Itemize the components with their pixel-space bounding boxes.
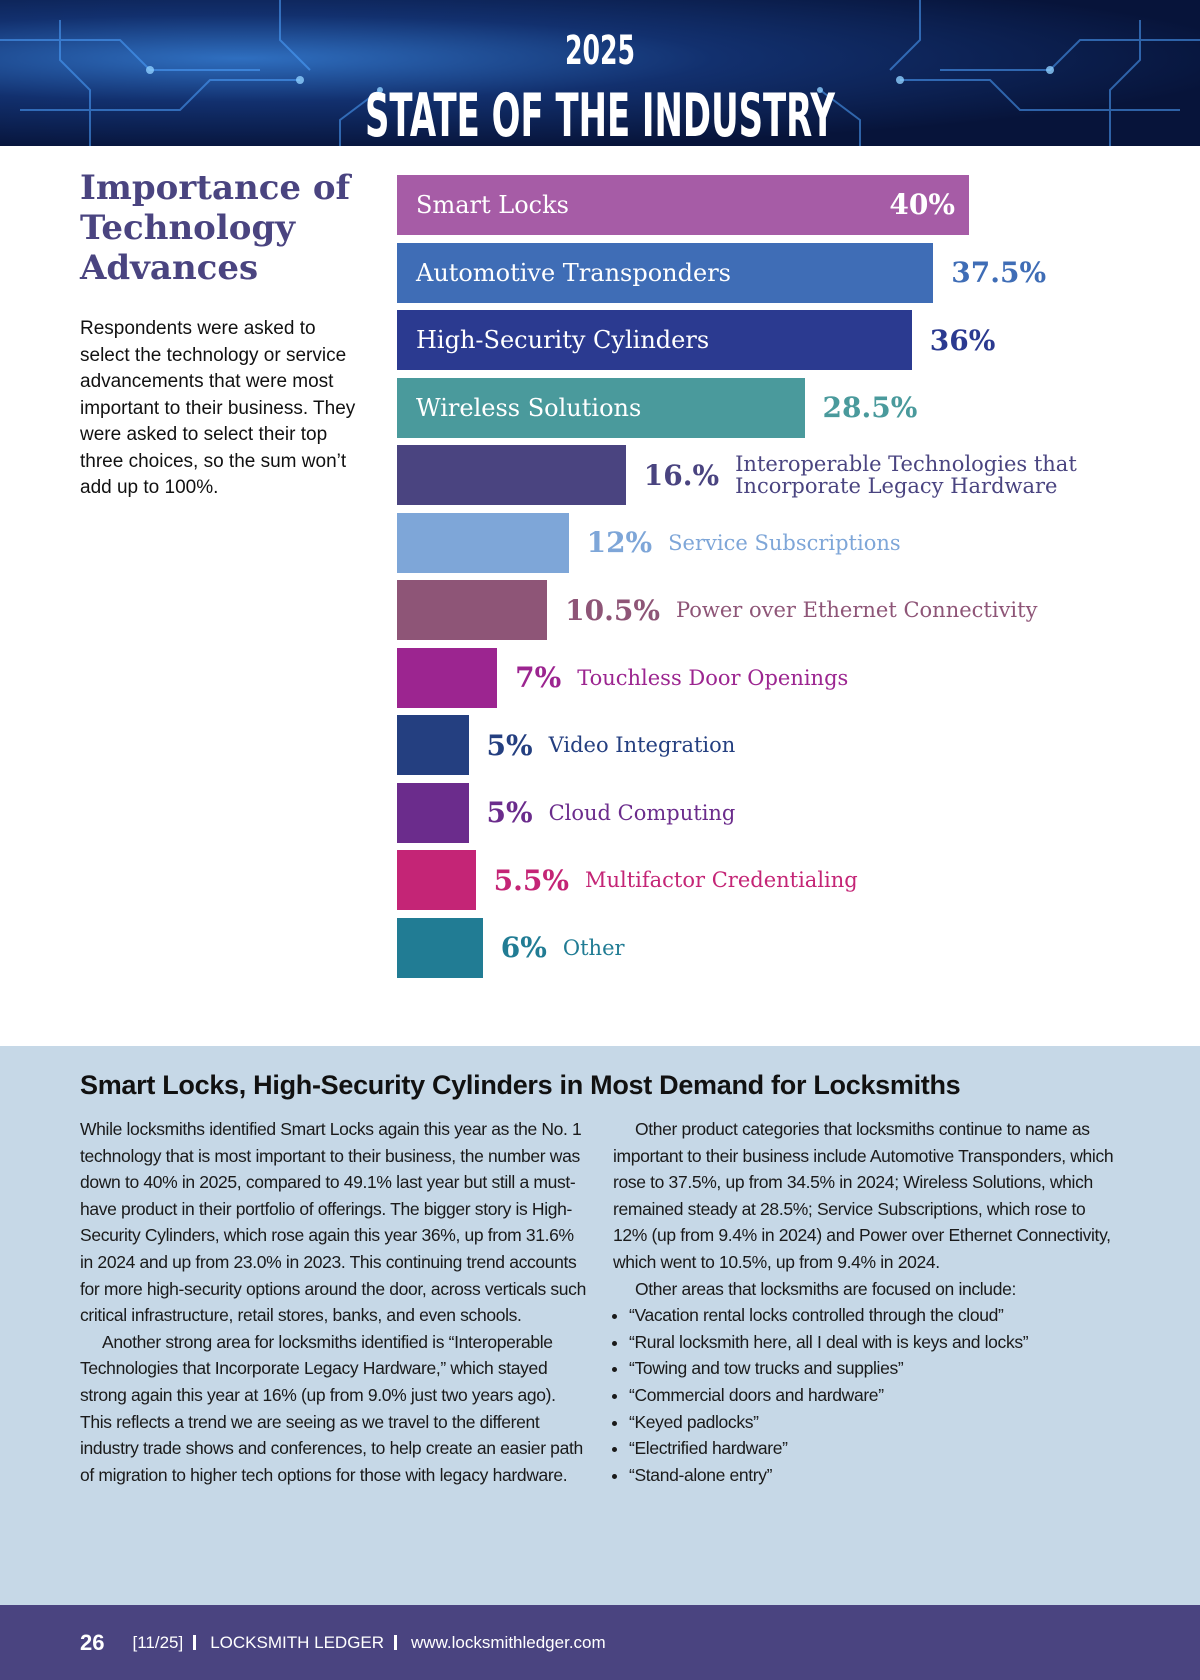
bar: Smart Locks 40%: [397, 175, 969, 235]
url: www.locksmithledger.com: [411, 1632, 606, 1652]
bar-row: 7% Touchless Door Openings: [397, 647, 849, 708]
bar: [397, 512, 569, 573]
category-label: Smart Locks: [416, 191, 569, 219]
header: 2025 STATE OF THE INDUSTRY: [0, 0, 1200, 146]
quote: “Keyed padlocks”: [629, 1409, 1123, 1436]
article-panel: [0, 1046, 1200, 1605]
paragraph: Other product categories that locksmiths…: [613, 1119, 1114, 1272]
value-label: 5.5%: [493, 863, 569, 897]
value-label: 40%: [889, 188, 955, 221]
bar-row: Smart Locks 40%: [397, 175, 969, 235]
category-label: Other: [562, 935, 625, 960]
quote-list: “Vacation rental locks controlled throug…: [613, 1302, 1123, 1488]
bar-row: 16.% Interoperable Technologies that Inco…: [397, 445, 1200, 505]
value-label: 36%: [929, 323, 996, 357]
separator: [193, 1635, 197, 1650]
category-label: Interoperable Technologies that Incorpor…: [735, 452, 1077, 498]
bar: [397, 445, 626, 505]
bar: Wireless Solutions: [397, 377, 805, 438]
page-number: 26: [80, 1629, 105, 1655]
bar-row: 5% Video Integration: [397, 715, 735, 775]
value-label: 37.5%: [951, 256, 1047, 289]
category-label: Video Integration: [548, 733, 736, 757]
value-label: 5%: [486, 796, 533, 829]
bar: [397, 715, 469, 775]
category-label: Cloud Computing: [548, 800, 736, 825]
footer: 26 [11/25] LOCKSMITH LEDGER www.locksmit…: [0, 1605, 1200, 1680]
issue: [11/25]: [132, 1632, 184, 1652]
article-column-left: While locksmiths identified Smart Locks …: [80, 1116, 590, 1488]
quote: “Stand-alone entry”: [629, 1462, 1123, 1489]
category-label: Service Subscriptions: [668, 530, 901, 555]
header-title: STATE OF THE INDUSTRY: [365, 81, 836, 146]
bar: [397, 917, 483, 978]
category-label: Multifactor Credentialing: [584, 868, 858, 892]
paragraph: Another strong area for locksmiths ident…: [80, 1331, 583, 1485]
chart-description: Respondents were asked to select the tec…: [80, 318, 356, 498]
value-label: 7%: [515, 661, 562, 694]
quote: “Vacation rental locks controlled throug…: [629, 1302, 1123, 1329]
value-label: 6%: [500, 931, 547, 964]
bar-row: 5.5% Multifactor Credentialing: [397, 850, 858, 910]
paragraph: Other areas that locksmiths are focused …: [635, 1278, 1016, 1299]
quote: “Rural locksmith here, all I deal with i…: [629, 1329, 1123, 1356]
bar: [397, 647, 498, 708]
separator: [394, 1635, 398, 1650]
bar-row: 10.5% Power over Ethernet Connectivity: [397, 580, 1037, 640]
category-label: Power over Ethernet Connectivity: [675, 598, 1038, 622]
quote: “Electrified hardware”: [629, 1435, 1123, 1462]
bar-row: 12% Service Subscriptions: [397, 512, 901, 573]
category-label: Automotive Transponders: [416, 258, 731, 287]
value-label: 16.%: [643, 458, 720, 492]
value-label: 12%: [586, 526, 653, 559]
article-column-right: Other product categories that locksmiths…: [613, 1116, 1123, 1488]
value-label: 5%: [486, 728, 533, 762]
chart-title: Importance of Technology Advances: [80, 168, 351, 288]
bar: [397, 850, 476, 910]
bar-row: Automotive Transponders 37.5%: [397, 242, 1047, 303]
bar: [397, 782, 469, 843]
paragraph: While locksmiths identified Smart Locks …: [80, 1119, 586, 1326]
header-art: 2025 STATE OF THE INDUSTRY: [0, 0, 1200, 146]
bar-row: Wireless Solutions 28.5%: [397, 377, 918, 438]
quote: “Commercial doors and hardware”: [629, 1382, 1123, 1409]
bar: [397, 580, 548, 640]
quote: “Towing and tow trucks and supplies”: [629, 1355, 1123, 1382]
bar: Automotive Transponders: [397, 242, 934, 303]
value-label: 10.5%: [565, 593, 660, 627]
bar-row: High-Security Cylinders 36%: [397, 310, 995, 370]
category-label: Touchless Door Openings: [577, 665, 849, 690]
bar-row: 5% Cloud Computing: [397, 782, 736, 843]
bar-row: 6% Other: [397, 917, 625, 978]
category-label: High-Security Cylinders: [416, 326, 710, 354]
publication: LOCKSMITH LEDGER: [210, 1632, 385, 1652]
bar: High-Security Cylinders: [397, 310, 912, 370]
header-year: 2025: [565, 28, 635, 74]
article-heading: Smart Locks, High-Security Cylinders in …: [80, 1070, 961, 1100]
value-label: 28.5%: [822, 391, 918, 424]
category-label: Wireless Solutions: [416, 393, 642, 422]
